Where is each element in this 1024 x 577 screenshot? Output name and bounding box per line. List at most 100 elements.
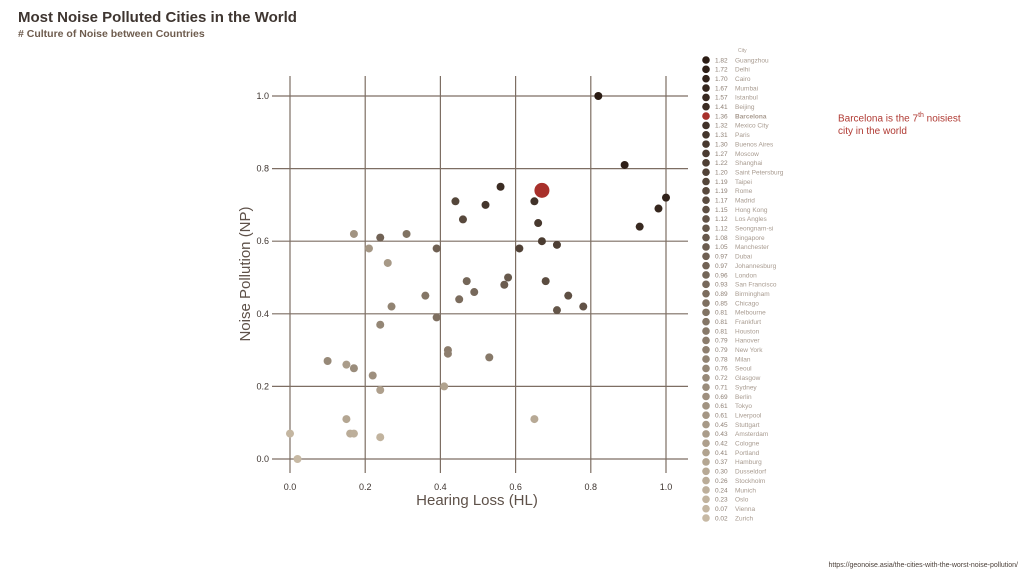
legend-score: 0.78: [715, 356, 728, 363]
legend-city: Hong Kong: [735, 207, 768, 214]
x-tick-label: 0.0: [284, 482, 297, 492]
y-tick-label: 0.8: [256, 164, 269, 174]
legend-city: Delhi: [735, 67, 750, 74]
legend-city: Rome: [735, 188, 753, 195]
legend-city: London: [735, 272, 757, 279]
legend-marker: [702, 448, 710, 457]
legend-city: Munich: [735, 487, 756, 494]
data-point: [376, 320, 385, 329]
data-point: [564, 291, 573, 300]
legend-city: Seoul: [735, 366, 752, 373]
legend-score: 0.45: [715, 422, 728, 429]
legend-city: Stuttgart: [735, 422, 760, 429]
data-point: [364, 244, 373, 253]
legend-marker: [702, 140, 710, 148]
data-point: [368, 371, 377, 380]
legend-marker: [702, 243, 710, 251]
legend-score: 0.81: [715, 328, 728, 335]
legend-marker: [702, 130, 710, 139]
data-point: [537, 237, 546, 246]
legend-marker: [702, 205, 710, 214]
legend-score: 0.26: [715, 478, 728, 485]
data-point: [432, 313, 441, 322]
data-point: [541, 277, 550, 286]
y-tick-label: 0.4: [256, 309, 269, 319]
data-point: [534, 219, 543, 228]
data-point: [635, 222, 644, 231]
data-point: [402, 229, 411, 238]
legend-city: Birmingham: [735, 291, 770, 298]
grid-lines: [272, 76, 688, 473]
legend-marker: [702, 159, 710, 167]
legend-score: 0.71: [715, 384, 728, 391]
legend: City 1.82 Guangzhou 1.72 Delhi 1.70 Cairo 1.67…: [702, 48, 784, 522]
legend-marker: [702, 402, 710, 410]
legend-score: 0.97: [715, 254, 728, 261]
legend-city: Barcelona: [735, 113, 767, 120]
data-point: [443, 349, 452, 358]
legend-city: Portland: [735, 450, 760, 457]
legend-score: 0.41: [715, 450, 728, 457]
legend-city: Stockholm: [735, 478, 765, 485]
legend-score: 0.61: [715, 403, 728, 410]
x-tick-label: 0.8: [585, 482, 598, 492]
legend-score: 1.19: [715, 188, 728, 195]
legend-marker: [702, 289, 710, 298]
legend-city: San Francisco: [735, 282, 777, 289]
data-point: [455, 295, 464, 304]
legend-score: 1.17: [715, 198, 728, 205]
legend-city: Seongnam-si: [735, 226, 773, 233]
x-tick-label: 0.6: [509, 482, 522, 492]
legend-city: Guangzhou: [735, 57, 769, 64]
legend-city: Chicago: [735, 300, 759, 307]
data-point: [500, 280, 509, 289]
legend-marker: [702, 74, 710, 83]
y-axis-title: Noise Pollution (NP): [237, 206, 254, 341]
data-point: [594, 92, 603, 100]
legend-score: 0.81: [715, 319, 728, 326]
source-link[interactable]: https://geonoise.asia/the-cities-with-th…: [828, 562, 1018, 569]
y-tick-label: 0.0: [256, 454, 269, 464]
legend-marker: [702, 430, 710, 438]
data-point: [323, 356, 332, 365]
legend-city: Dubai: [735, 254, 752, 261]
legend-score: 0.02: [715, 515, 728, 522]
legend-city: Paris: [735, 132, 751, 139]
x-axis-title: Hearing Loss (HL): [416, 492, 538, 509]
legend-score: 1.08: [715, 235, 728, 242]
legend-city: Hamburg: [735, 459, 762, 466]
legend-marker: [702, 439, 710, 448]
legend-marker: [702, 345, 710, 354]
legend-city: Zurich: [735, 515, 753, 522]
legend-city: Moscow: [735, 151, 759, 158]
legend-city: Frankfurt: [735, 319, 761, 326]
barcelona-annotation: Barcelona is the 7th noisiest city in th…: [838, 109, 978, 138]
legend-score: 0.37: [715, 459, 728, 466]
data-point: [462, 277, 471, 286]
data-point: [485, 353, 494, 362]
legend-score: 0.24: [715, 487, 728, 494]
legend-city: Melbourne: [735, 310, 766, 317]
legend-marker: [702, 112, 710, 120]
legend-marker: [702, 495, 710, 504]
legend-marker: [702, 317, 710, 326]
legend-city: Shanghai: [735, 160, 762, 167]
data-point: [451, 197, 460, 206]
legend-marker: [702, 102, 710, 111]
legend-marker: [702, 224, 710, 233]
legend-marker: [702, 261, 710, 270]
legend-city: Berlin: [735, 394, 752, 401]
legend-score: 1.15: [715, 207, 728, 214]
legend-marker: [702, 392, 710, 401]
legend-marker: [702, 280, 710, 289]
legend-city: Sydney: [735, 384, 757, 391]
legend-score: 0.79: [715, 338, 728, 345]
legend-score: 0.81: [715, 310, 728, 317]
legend-score: 0.89: [715, 291, 728, 298]
legend-city: Glasgow: [735, 375, 761, 382]
legend-score: 0.07: [715, 506, 728, 513]
legend-score: 1.05: [715, 244, 728, 251]
legend-marker: [702, 84, 710, 92]
data-point: [458, 215, 467, 224]
